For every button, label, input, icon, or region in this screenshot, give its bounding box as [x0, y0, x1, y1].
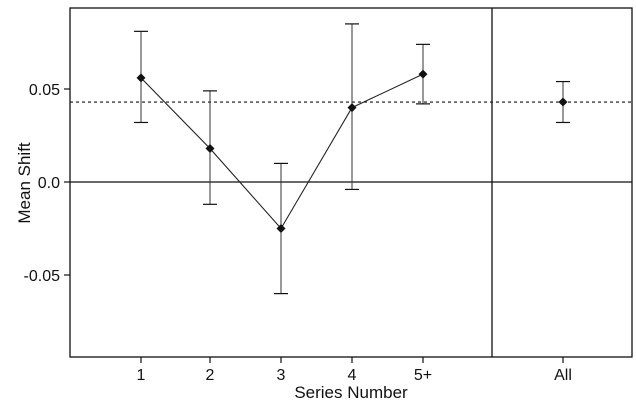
x-tick-label: 4: [348, 367, 357, 384]
reference-lines: [70, 101, 632, 183]
x-axis-label: Series Number: [294, 383, 408, 402]
y-tick-label: 0.05: [29, 82, 60, 99]
x-tick-label: 5+: [414, 367, 432, 384]
x-tick-label: 3: [277, 367, 286, 384]
x-tick-label: All: [554, 367, 572, 384]
x-tick-label: 1: [137, 367, 146, 384]
error-bars: [134, 23, 570, 295]
data-point-3: [276, 224, 286, 233]
data-point-4: [347, 103, 357, 113]
data-point-5+: [418, 69, 428, 79]
data-points: [136, 69, 568, 233]
series-line: [140, 73, 424, 230]
x-tick-label: 2: [206, 367, 215, 384]
x-axis-ticks: 1 2 3 4 5+ All: [137, 357, 572, 384]
y-axis-label: Mean Shift: [15, 142, 34, 224]
data-point-2: [205, 144, 215, 154]
data-point-All: [558, 97, 568, 107]
y-tick-label: 0.0: [38, 175, 60, 192]
data-point-1: [136, 73, 146, 83]
y-tick-label: -0.05: [24, 268, 61, 285]
series-lines: [140, 73, 424, 230]
y-axis-ticks: 0.05 0.0 -0.05: [24, 82, 70, 285]
